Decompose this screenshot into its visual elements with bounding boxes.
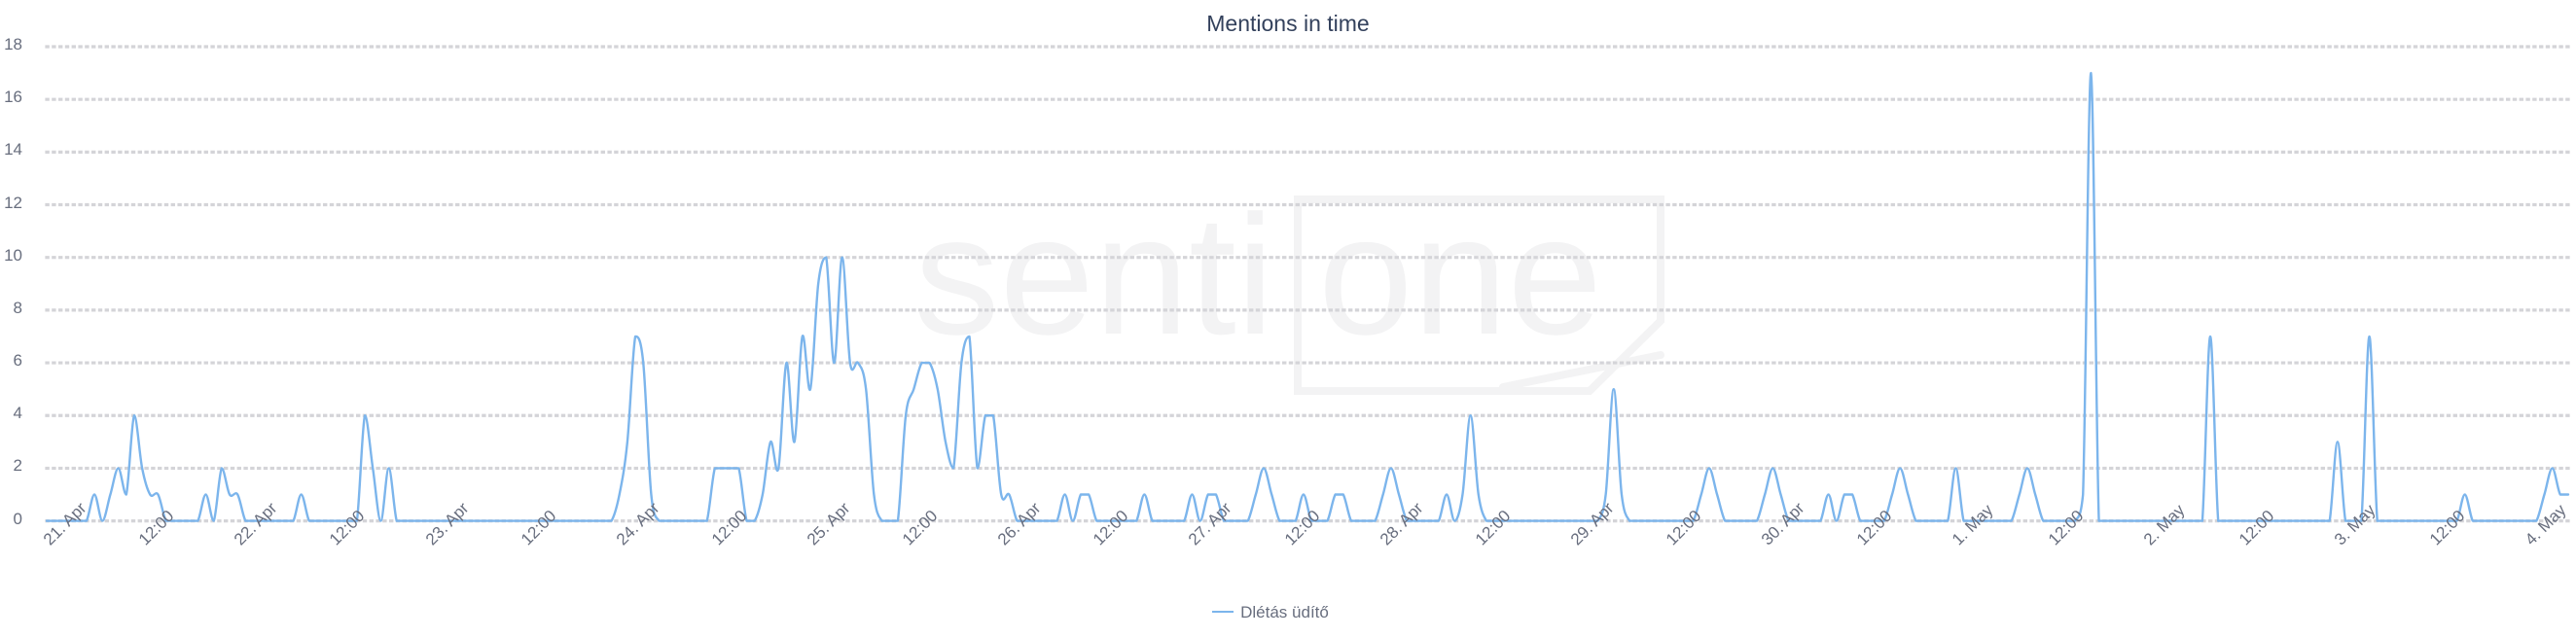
- svg-text:senti: senti: [914, 181, 1274, 371]
- svg-text:one: one: [1318, 181, 1602, 371]
